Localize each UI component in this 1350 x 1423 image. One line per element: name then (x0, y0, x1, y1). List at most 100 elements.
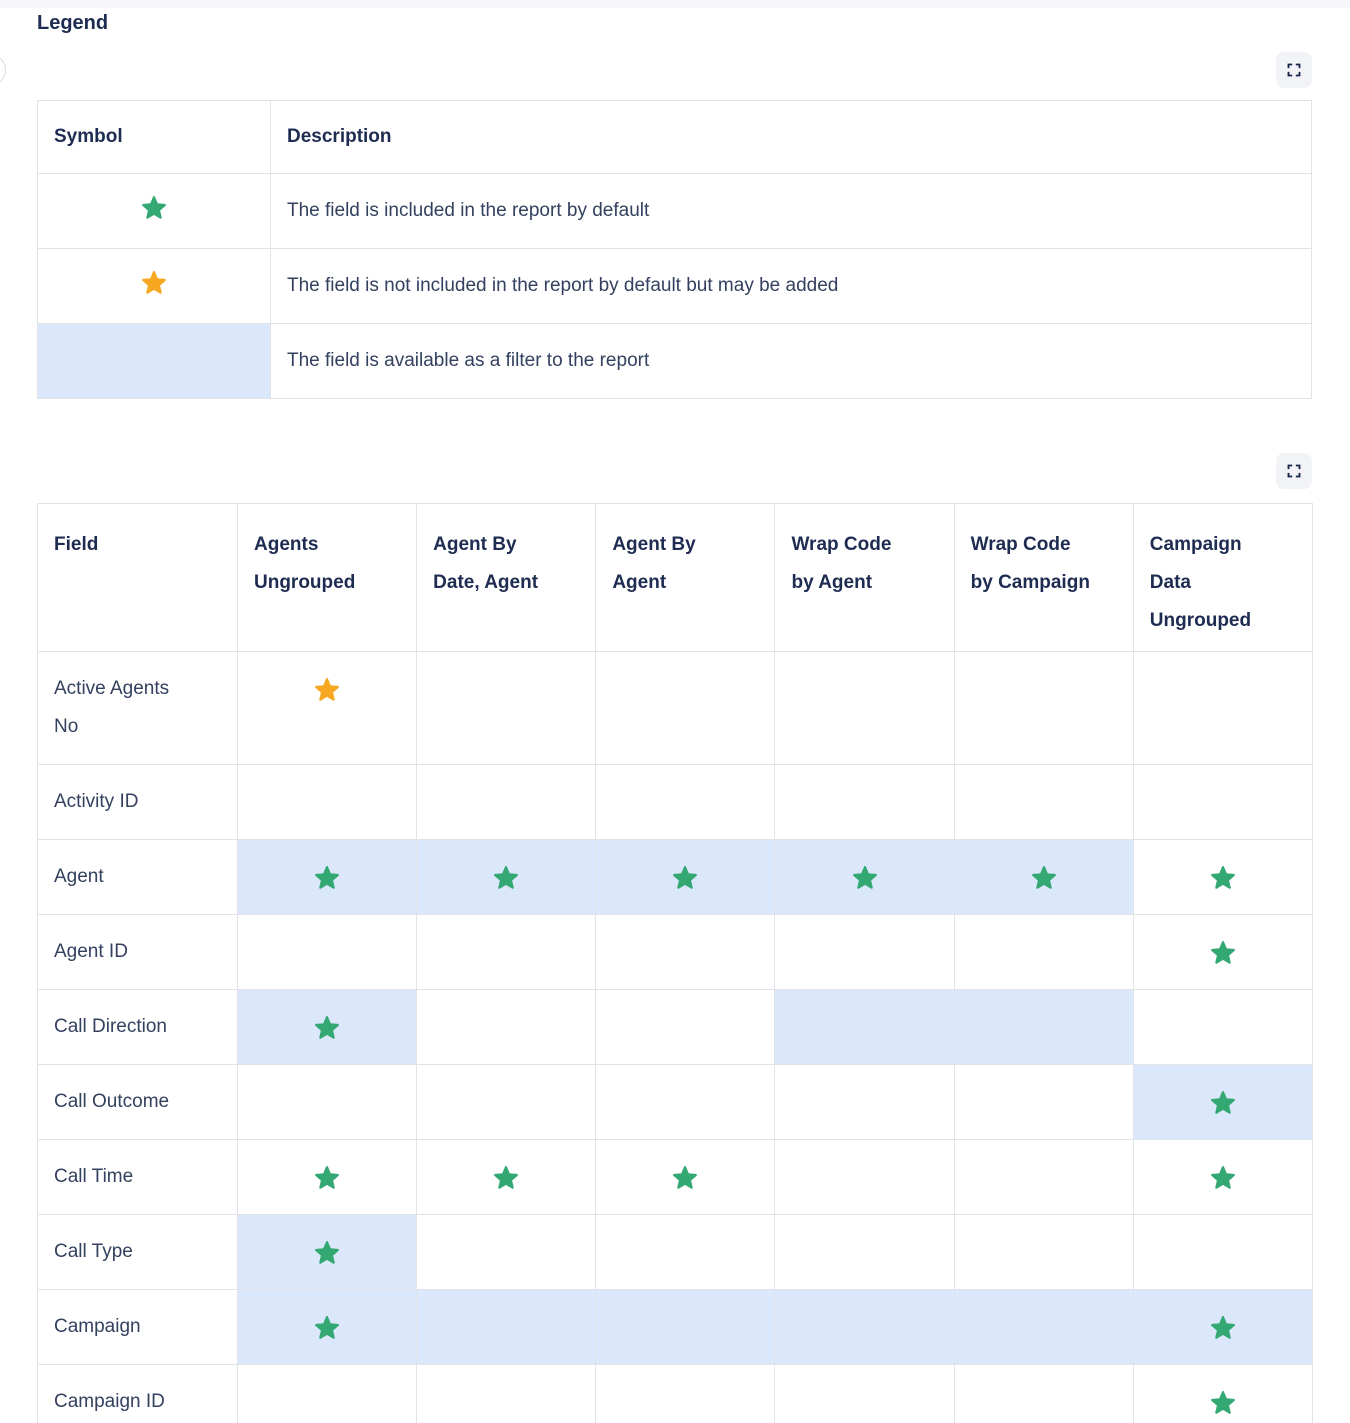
star-icon-green (314, 1016, 340, 1046)
column-header: Wrap Code by Campaign (953, 503, 1134, 652)
availability-cell (595, 1064, 776, 1140)
field-name: Active Agents No (54, 678, 170, 737)
availability-cell (236, 1139, 418, 1215)
availability-cell (416, 914, 597, 990)
field-name-cell: Agent (37, 839, 238, 915)
field-name-cell: Campaign ID (37, 1364, 238, 1423)
column-header: Field (37, 503, 238, 652)
star-icon-green (314, 1316, 340, 1346)
availability-cell (1132, 1289, 1313, 1365)
star-icon-green (852, 866, 878, 896)
availability-cell (1132, 1214, 1313, 1290)
legend-description: The field is included in the report by d… (270, 173, 1312, 249)
availability-cell (595, 651, 776, 765)
column-header-label: Wrap Code by Agent (791, 534, 892, 593)
availability-cell (774, 914, 955, 990)
legend-description: The field is available as a filter to th… (270, 323, 1312, 399)
column-header: Wrap Code by Agent (774, 503, 955, 652)
availability-cell (416, 1289, 597, 1365)
legend-row: The field is available as a filter to th… (37, 323, 1312, 399)
fullscreen-icon (1283, 460, 1305, 482)
legend-table: Symbol Description The field is included… (37, 100, 1312, 399)
availability-cell (953, 839, 1134, 915)
fields-header-row: Field Agents Ungrouped Agent By Date, Agen… (37, 503, 1313, 652)
availability-cell (1132, 1364, 1313, 1423)
table-row: Agent ID (37, 914, 1313, 990)
star-icon-green (493, 1166, 519, 1196)
field-name: Call Outcome (54, 1091, 170, 1112)
star-icon-green (1210, 1391, 1236, 1421)
column-header: Agent By Agent (595, 503, 776, 652)
legend-header-row: Symbol Description (37, 100, 1312, 174)
availability-cell (1132, 989, 1313, 1065)
availability-cell (774, 1289, 955, 1365)
star-icon-green (672, 1166, 698, 1196)
availability-cell (236, 839, 418, 915)
star-icon-orange (314, 678, 340, 708)
availability-cell (416, 839, 597, 915)
availability-cell (416, 1064, 597, 1140)
availability-cell (1132, 839, 1313, 915)
star-icon-green (1210, 1091, 1236, 1121)
star-icon-green (314, 1166, 340, 1196)
availability-cell (774, 1064, 955, 1140)
availability-cell (1132, 1139, 1313, 1215)
field-name: Campaign ID (54, 1391, 165, 1412)
field-name: Agent (54, 866, 104, 887)
star-icon-green (1210, 1166, 1236, 1196)
availability-cell (1132, 914, 1313, 990)
availability-cell (953, 1214, 1134, 1290)
star-icon-green (1210, 1316, 1236, 1346)
availability-cell (953, 1139, 1134, 1215)
availability-cell (774, 989, 955, 1065)
availability-cell (1132, 1064, 1313, 1140)
availability-cell (595, 1214, 776, 1290)
availability-cell (1132, 651, 1313, 765)
field-name: Activity ID (54, 791, 139, 812)
availability-cell (953, 651, 1134, 765)
availability-cell (595, 764, 776, 840)
availability-cell (416, 1364, 597, 1423)
column-header-label: Agent By Agent (612, 534, 696, 593)
field-name: Call Time (54, 1166, 134, 1187)
availability-cell (774, 651, 955, 765)
availability-cell (236, 914, 418, 990)
availability-cell (1132, 764, 1313, 840)
table-row: Call Direction (37, 989, 1313, 1065)
column-header: Agent By Date, Agent (416, 503, 597, 652)
availability-cell (953, 764, 1134, 840)
availability-cell (774, 764, 955, 840)
table-row: Agent (37, 839, 1313, 915)
availability-cell (416, 651, 597, 765)
table-row: Call Type (37, 1214, 1313, 1290)
column-header-label: Agent By Date, Agent (433, 534, 539, 593)
availability-cell (953, 1364, 1134, 1423)
field-name-cell: Activity ID (37, 764, 238, 840)
expand-legend-table-button[interactable] (1276, 52, 1312, 88)
availability-cell (236, 764, 418, 840)
legend-description: The field is not included in the report … (270, 248, 1312, 324)
availability-cell (953, 1289, 1134, 1365)
column-header-label: Wrap Code by Campaign (970, 534, 1090, 593)
availability-cell (774, 1139, 955, 1215)
field-name-cell: Agent ID (37, 914, 238, 990)
star-icon-green (1031, 866, 1057, 896)
fields-availability-table: Field Agents Ungrouped Agent By Date, Agen… (37, 503, 1313, 1423)
page-top-strip (0, 0, 1350, 8)
field-name-cell: Call Direction (37, 989, 238, 1065)
star-icon-green (493, 866, 519, 896)
page-title: Legend (37, 12, 109, 34)
availability-cell (953, 1064, 1134, 1140)
field-name-cell: Call Outcome (37, 1064, 238, 1140)
column-header-label: Agents Ungrouped (254, 534, 356, 593)
availability-cell (595, 914, 776, 990)
availability-cell (416, 1214, 597, 1290)
star-icon-green (1210, 866, 1236, 896)
expand-fields-table-button[interactable] (1276, 453, 1312, 489)
availability-cell (595, 1364, 776, 1423)
green-star-symbol-cell (37, 173, 271, 249)
field-name: Call Direction (54, 1016, 167, 1037)
table-row: Campaign ID (37, 1364, 1313, 1423)
column-header-label: Field (54, 534, 99, 555)
